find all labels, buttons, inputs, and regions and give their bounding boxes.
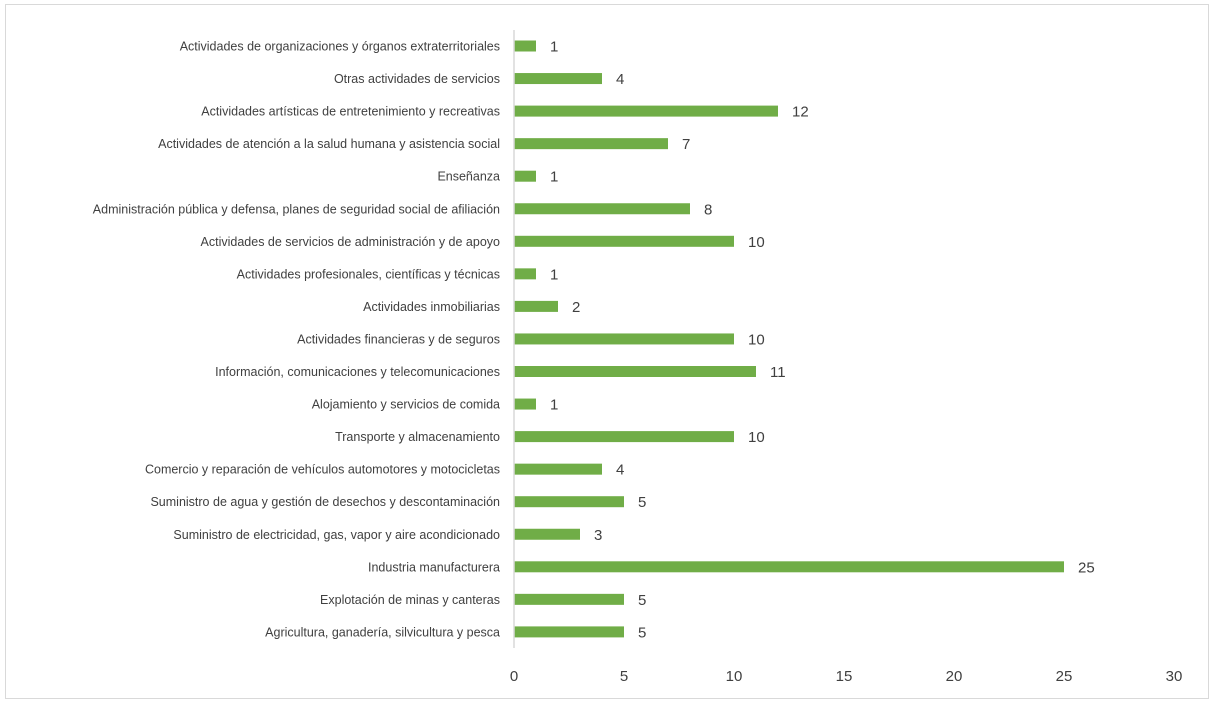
x-tick-label: 25 — [1056, 668, 1073, 685]
data-label: 5 — [638, 592, 646, 609]
x-tick-label: 10 — [726, 668, 743, 685]
data-label: 1 — [550, 266, 558, 283]
bar — [514, 40, 536, 52]
bar — [514, 463, 602, 475]
category-label: Información, comunicaciones y telecomuni… — [215, 365, 500, 379]
category-label: Actividades de servicios de administraci… — [201, 235, 501, 249]
category-label: Administración pública y defensa, planes… — [93, 202, 500, 216]
data-label: 11 — [770, 364, 786, 381]
data-label: 5 — [638, 494, 646, 511]
category-label: Suministro de agua y gestión de desechos… — [150, 495, 500, 509]
category-label: Suministro de electricidad, gas, vapor y… — [173, 528, 500, 542]
bar — [514, 366, 756, 377]
bar — [514, 203, 690, 215]
data-label: 5 — [638, 624, 646, 641]
bar — [514, 170, 536, 182]
data-label: 2 — [572, 299, 580, 316]
data-label: 1 — [550, 39, 558, 56]
bar — [514, 300, 558, 312]
category-label: Explotación de minas y canteras — [320, 593, 500, 607]
bar — [514, 73, 602, 85]
category-label: Comercio y reparación de vehículos autom… — [145, 463, 500, 477]
bar — [514, 105, 778, 117]
category-label: Actividades de organizaciones y órganos … — [180, 40, 500, 54]
bar — [514, 626, 624, 638]
category-label: Actividades profesionales, científicas y… — [237, 267, 500, 281]
data-label: 10 — [748, 234, 765, 251]
data-label: 8 — [704, 201, 712, 218]
bar — [514, 268, 536, 280]
bar — [514, 398, 536, 410]
category-label: Transporte y almacenamiento — [335, 430, 500, 444]
data-label: 4 — [616, 71, 624, 88]
bar — [514, 235, 734, 247]
data-label: 1 — [550, 397, 558, 414]
category-label: Alojamiento y servicios de comida — [312, 398, 500, 412]
data-label: 7 — [682, 136, 690, 153]
bar — [514, 561, 1064, 573]
x-tick-label: 0 — [510, 668, 518, 685]
category-label: Enseñanza — [437, 170, 500, 184]
bar — [514, 593, 624, 605]
category-label: Actividades financieras y de seguros — [297, 332, 500, 346]
category-label: Actividades de atención a la salud human… — [158, 137, 500, 151]
data-label: 3 — [594, 527, 602, 544]
category-label: Agricultura, ganadería, silvicultura y p… — [265, 625, 500, 639]
data-label: 25 — [1078, 559, 1095, 576]
x-tick-label: 30 — [1166, 668, 1183, 685]
bar — [514, 528, 580, 540]
bar — [514, 431, 734, 443]
data-label: 4 — [616, 462, 624, 479]
x-tick-label: 20 — [946, 668, 963, 685]
bar — [514, 496, 624, 508]
category-label: Actividades artísticas de entretenimient… — [201, 105, 500, 119]
category-label: Industria manufacturera — [368, 560, 500, 574]
chart-frame — [5, 4, 1209, 699]
x-tick-label: 15 — [836, 668, 853, 685]
category-label: Actividades inmobiliarias — [363, 300, 500, 314]
data-label: 10 — [748, 331, 765, 348]
category-label: Otras actividades de servicios — [334, 72, 500, 86]
data-label: 10 — [748, 429, 765, 446]
data-label: 1 — [550, 169, 558, 186]
x-tick-label: 5 — [620, 668, 628, 685]
bar — [514, 138, 668, 150]
data-label: 12 — [792, 104, 809, 121]
bar — [514, 333, 734, 345]
